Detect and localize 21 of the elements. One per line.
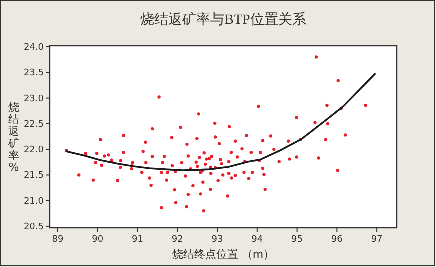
x-axis-title: 烧结终点位置 （m） (172, 248, 275, 261)
y-tick-label: 20.5 (24, 222, 44, 232)
x-tick-label: 89 (52, 235, 64, 245)
x-tick-label: 91 (132, 235, 144, 245)
x-tick-label: 90 (92, 235, 104, 245)
x-tick-label: 93 (212, 235, 224, 245)
y-tick-label: 21.5 (24, 171, 44, 182)
y-tick-label: 21.0 (24, 196, 44, 207)
line-series (66, 73, 376, 172)
x-tick-label: 97 (371, 235, 383, 245)
y-tick-label: 24.0 (24, 43, 44, 54)
y-tick-label: 23.5 (24, 68, 44, 79)
x-tick-label: 96 (331, 235, 344, 245)
x-tick-label: 95 (292, 235, 304, 245)
y-tick-label: 23.0 (24, 94, 44, 104)
y-tick-label: 22.0 (24, 146, 44, 156)
x-tick-label: 92 (172, 235, 184, 245)
y-tick-label: 22.5 (24, 120, 44, 130)
x-tick-label: 94 (252, 235, 264, 245)
chart-title: 烧结返矿率与BTP位置关系 (140, 12, 306, 28)
y-axis-title: 烧结返矿率% (8, 101, 20, 174)
